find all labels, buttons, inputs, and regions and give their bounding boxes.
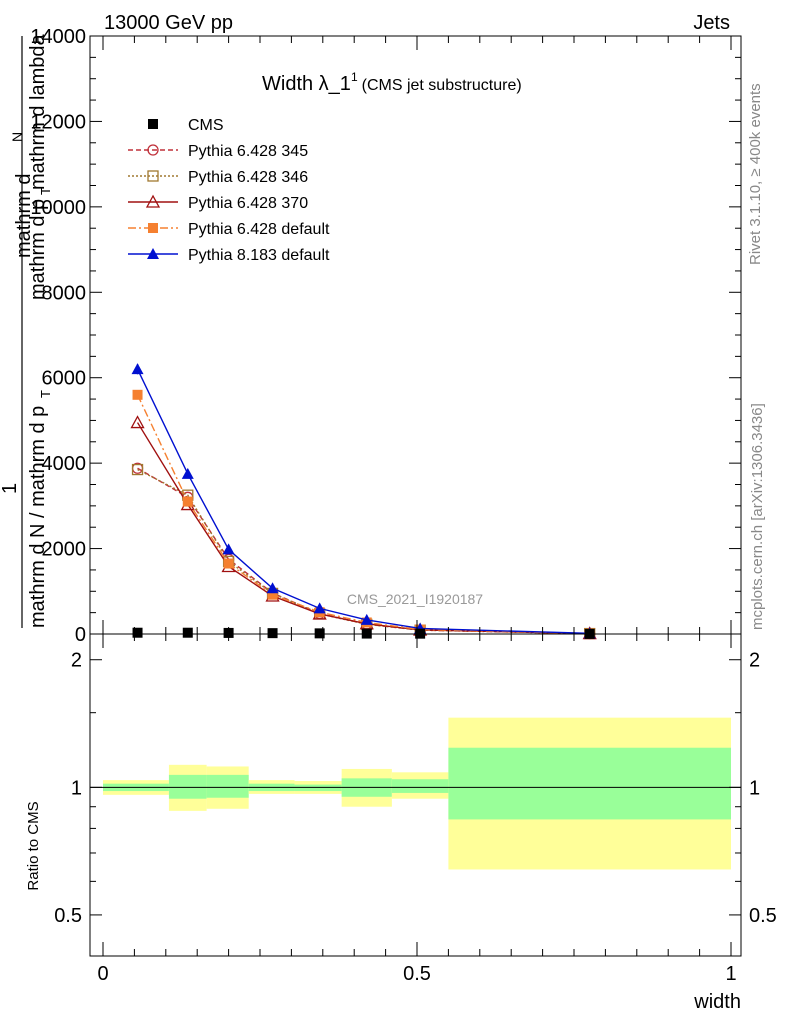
ratio-y-tick-label: 0.5: [54, 905, 82, 927]
x-tick-label: 1: [725, 963, 736, 985]
header-process: 13000 GeV pp: [104, 12, 233, 34]
legend: CMS Pythia 6.428 345 Pythia 6.428 346 Pythi…: [128, 117, 330, 264]
plot-title-sub: (CMS jet substructure): [362, 77, 522, 94]
plot-title-main: Width λ_1: [262, 73, 351, 95]
main-y-axis: 0 2000 4000 6000 8000 10000 12000 14000: [30, 26, 741, 646]
data-point: [266, 582, 279, 594]
y-label-numerator-n: N: [9, 132, 25, 142]
data-point: [267, 628, 278, 639]
legend-marker: [147, 170, 159, 182]
ratio-y-axis: 0.5 0.5 1 1 2 2: [54, 650, 777, 927]
ratio-band-green: [448, 747, 731, 820]
legend-marker: [147, 248, 159, 259]
series-line-pythia-6-428-345: [137, 467, 590, 635]
data-point: [131, 463, 144, 476]
data-point: [314, 628, 325, 639]
y-tick-label: 4000: [42, 453, 87, 475]
ratio-panel-frame: [89, 633, 742, 957]
data-point: [360, 613, 373, 625]
data-point: [182, 496, 193, 507]
data-point: [223, 558, 234, 569]
plot-title-sup: 1: [351, 70, 358, 84]
ratio-band-green: [391, 779, 449, 793]
legend-label: Pythia 8.183 default: [188, 247, 330, 264]
y-tick-label: 14000: [30, 26, 86, 48]
main-series-group: [130, 363, 597, 640]
y-tick-label: 8000: [42, 282, 87, 304]
header-category: Jets: [693, 12, 730, 34]
data-point: [267, 589, 278, 600]
data-point: [130, 415, 145, 429]
data-point: [132, 627, 143, 638]
series-line-pythia-6-428-346: [137, 468, 590, 635]
legend-marker: [147, 144, 159, 156]
legend-marker: [148, 119, 158, 129]
y-label-numerator-t: T: [38, 187, 53, 195]
y-axis-label: mathrm d N mathrm d p T mathrm d lambda …: [0, 34, 53, 628]
x-tick-label: 0: [97, 963, 108, 985]
y-label-one: 1: [0, 483, 21, 494]
y-label-denominator: mathrm d N / mathrm d p: [27, 406, 49, 628]
data-point: [222, 543, 235, 555]
data-point: [181, 467, 194, 479]
ratio-y-tick-label-right: 1: [749, 777, 760, 799]
y-tick-label: 6000: [42, 368, 87, 390]
y-label-numerator-dlambda: mathrm d lambda: [27, 34, 49, 190]
x-axis-label: width: [693, 991, 741, 1013]
data-point: [132, 389, 143, 400]
y-tick-label: 12000: [30, 111, 86, 133]
ratio-band-green: [206, 774, 249, 798]
y-tick-label: 0: [75, 624, 86, 646]
ratio-y-tick-label: 2: [71, 650, 82, 672]
legend-label: CMS: [188, 117, 224, 134]
ratio-bands: [103, 717, 731, 870]
legend-marker: [148, 223, 158, 233]
analysis-watermark: CMS_2021_I1920187: [347, 591, 483, 607]
ratio-y-label: Ratio to CMS: [25, 801, 42, 890]
series-line-pythia-6-428-default: [136, 394, 590, 635]
mcplots-label: mcplots.cern.ch [arXiv:1306.3436]: [749, 403, 766, 630]
data-point: [313, 602, 326, 614]
y-label-numerator-dpt: mathrm d p: [27, 199, 49, 300]
legend-label: Pythia 6.428 default: [188, 221, 330, 238]
legend-marker: [145, 194, 161, 208]
x-tick-label: 0.5: [403, 963, 431, 985]
y-tick-label: 2000: [42, 539, 87, 561]
data-point: [182, 627, 193, 638]
x-axis: 0 0.5 1: [97, 36, 737, 985]
y-tick-label: 10000: [30, 197, 86, 219]
legend-label: Pythia 6.428 370: [188, 195, 308, 212]
rivet-label: Rivet 3.1.10, ≥ 400k events: [747, 83, 764, 265]
data-point: [131, 363, 144, 375]
y-label-denominator-t: T: [38, 390, 53, 398]
plot-title: Width λ_11 (CMS jet substructure): [262, 70, 522, 95]
ratio-y-tick-label-right: 0.5: [749, 905, 777, 927]
series-line-pythia-8-183-default: [136, 368, 590, 635]
legend-label: Pythia 6.428 345: [188, 143, 308, 160]
ratio-band-green: [168, 774, 207, 799]
ratio-y-tick-label-right: 2: [749, 650, 760, 672]
ratio-y-tick-label: 1: [71, 777, 82, 799]
y-label-numerator-d: mathrm d: [13, 174, 35, 258]
legend-label: Pythia 6.428 346: [188, 169, 308, 186]
